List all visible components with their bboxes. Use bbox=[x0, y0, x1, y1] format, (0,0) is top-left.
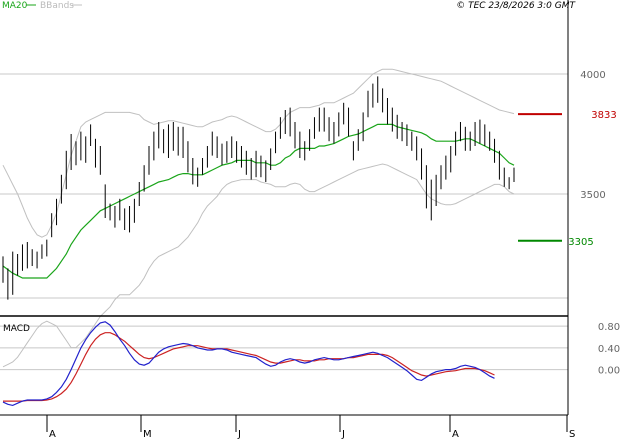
x-tick-label: M bbox=[143, 429, 152, 440]
macd-tick-label: 0.00 bbox=[598, 366, 620, 377]
x-tick-label: J bbox=[341, 429, 345, 440]
price-bars bbox=[2, 76, 515, 300]
macd-line bbox=[2, 321, 495, 407]
macd-title: MACD bbox=[3, 324, 30, 334]
bbands-lower-line bbox=[2, 163, 515, 368]
legend-bbands: BBands bbox=[40, 1, 74, 11]
price-levels: 3833 3305 bbox=[518, 110, 617, 248]
copyright-text: © TEC 23/8/2026 3:0 GMT bbox=[456, 1, 576, 11]
support-level-label: 3305 bbox=[568, 237, 593, 248]
bbands-layer bbox=[2, 68, 515, 368]
tick-labels: 4000 3500 0.80 0.40 0.00 A M J J A S bbox=[49, 70, 620, 440]
macd-tick-label: 0.80 bbox=[598, 322, 620, 333]
macd-signal-line bbox=[3, 332, 495, 402]
macd-tick-label: 0.40 bbox=[598, 344, 620, 355]
bbands-upper-line bbox=[2, 68, 515, 238]
ma20-layer bbox=[2, 123, 515, 279]
ma20-line bbox=[2, 123, 515, 279]
x-tick-label: A bbox=[49, 429, 56, 440]
axes bbox=[0, 0, 569, 432]
price-tick-label: 3500 bbox=[580, 190, 605, 201]
x-tick-label: A bbox=[452, 429, 459, 440]
x-tick-label: J bbox=[237, 429, 241, 440]
price-tick-label: 4000 bbox=[580, 70, 605, 81]
macd-panel bbox=[2, 321, 495, 407]
resistance-level-label: 3833 bbox=[591, 110, 616, 121]
grid-lines bbox=[0, 73, 568, 371]
x-tick-label: S bbox=[569, 429, 575, 440]
legend-ma20: MA20 bbox=[2, 1, 28, 11]
